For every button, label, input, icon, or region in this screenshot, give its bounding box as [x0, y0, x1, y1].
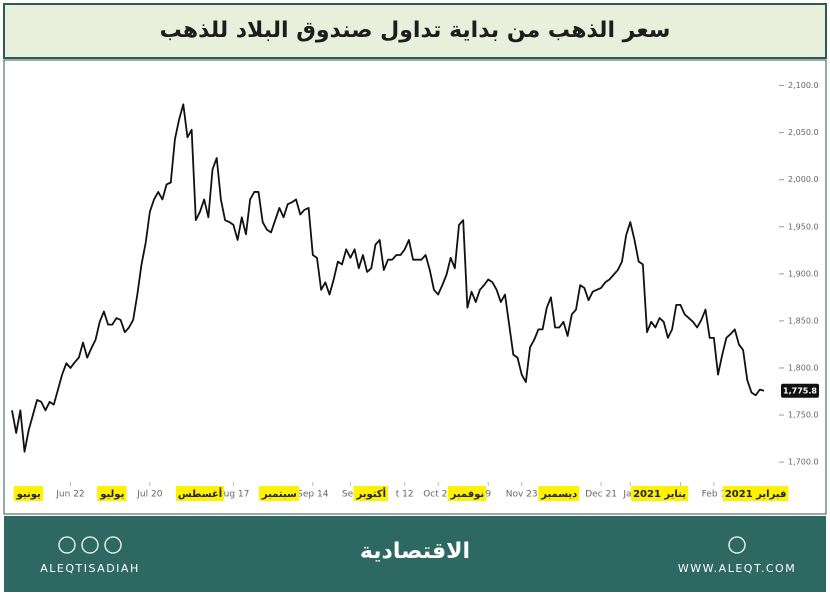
- y-tick-label: 2,100.0: [788, 81, 819, 90]
- annotation: أغسطس: [178, 487, 222, 500]
- price-line: [11, 103, 765, 453]
- annotation-highlight: [447, 486, 487, 501]
- x-tick-label: Aug 17: [217, 490, 249, 500]
- annotation-highlight: [353, 486, 389, 501]
- annotation: يوليو: [99, 489, 124, 500]
- y-tick-label: 1,800.0: [788, 363, 819, 372]
- end-label: 1,775.8: [783, 386, 817, 395]
- x-tick-label: Sep: [342, 490, 359, 500]
- annotation-highlight: [722, 486, 789, 501]
- social-icons: [58, 536, 746, 554]
- x-tick-label: Oct 26: [423, 490, 453, 500]
- x-tick-label: Jun 22: [55, 490, 84, 500]
- y-tick-label: 2,000.0: [788, 175, 819, 184]
- end-label-box: [781, 383, 819, 398]
- annotation-highlight: [538, 486, 580, 501]
- annotation: يناير 2021: [633, 489, 686, 500]
- footer-website: WWW.ALEQT.COM: [678, 562, 796, 575]
- annotation: سبتمبر: [261, 489, 297, 500]
- web-icon: [728, 536, 746, 554]
- x-tick-label: Feb 1: [702, 490, 727, 500]
- annotation-highlight: [97, 486, 127, 501]
- title-bar: [3, 3, 827, 59]
- x-tick-label: Nov 23: [506, 490, 538, 500]
- instagram-icon: [58, 536, 76, 554]
- plot: 1,700.0 1,750.0 1,800.0 1,850.0 1,900.0 1,950…: [11, 81, 819, 501]
- x-tick-label: Jan: [622, 490, 637, 500]
- x-tick-label: Sep 14: [297, 490, 329, 500]
- chart-frame: [3, 59, 827, 515]
- annotation: ديسمبر: [540, 489, 577, 500]
- facebook-icon: [81, 536, 99, 554]
- annotation: يونيو: [16, 489, 41, 500]
- annotation: أكتوبر: [355, 487, 386, 500]
- twitter-icon: [104, 536, 122, 554]
- x-tick-label: Jul 20: [136, 490, 162, 500]
- y-tick-label: 2,050.0: [788, 128, 819, 137]
- annotation-highlight: [258, 486, 300, 501]
- title: سعر الذهب من بداية تداول صندوق البلاد لل…: [160, 18, 671, 43]
- y-tick-label: 1,750.0: [788, 411, 819, 420]
- x-tick-label: 9: [485, 490, 491, 500]
- annotation: نوفمبر: [450, 489, 485, 500]
- y-tick-label: 1,700.0: [788, 458, 819, 467]
- annotation: فبراير 2021: [725, 489, 787, 500]
- annotation-highlight: [13, 486, 44, 501]
- annotation-highlight: [175, 486, 225, 501]
- x-tick-label: Dec 21: [585, 490, 617, 500]
- footer-handle: ALEQTISADIAH: [40, 562, 139, 575]
- footer: [4, 516, 826, 592]
- annotation-highlight: [631, 486, 689, 501]
- y-tick-label: 1,900.0: [788, 269, 819, 278]
- y-tick-label: 1,850.0: [788, 316, 819, 325]
- footer-logo: الاقتصادية: [360, 539, 470, 564]
- y-tick-label: 1,950.0: [788, 222, 819, 231]
- x-tick-label: t 12: [396, 490, 414, 500]
